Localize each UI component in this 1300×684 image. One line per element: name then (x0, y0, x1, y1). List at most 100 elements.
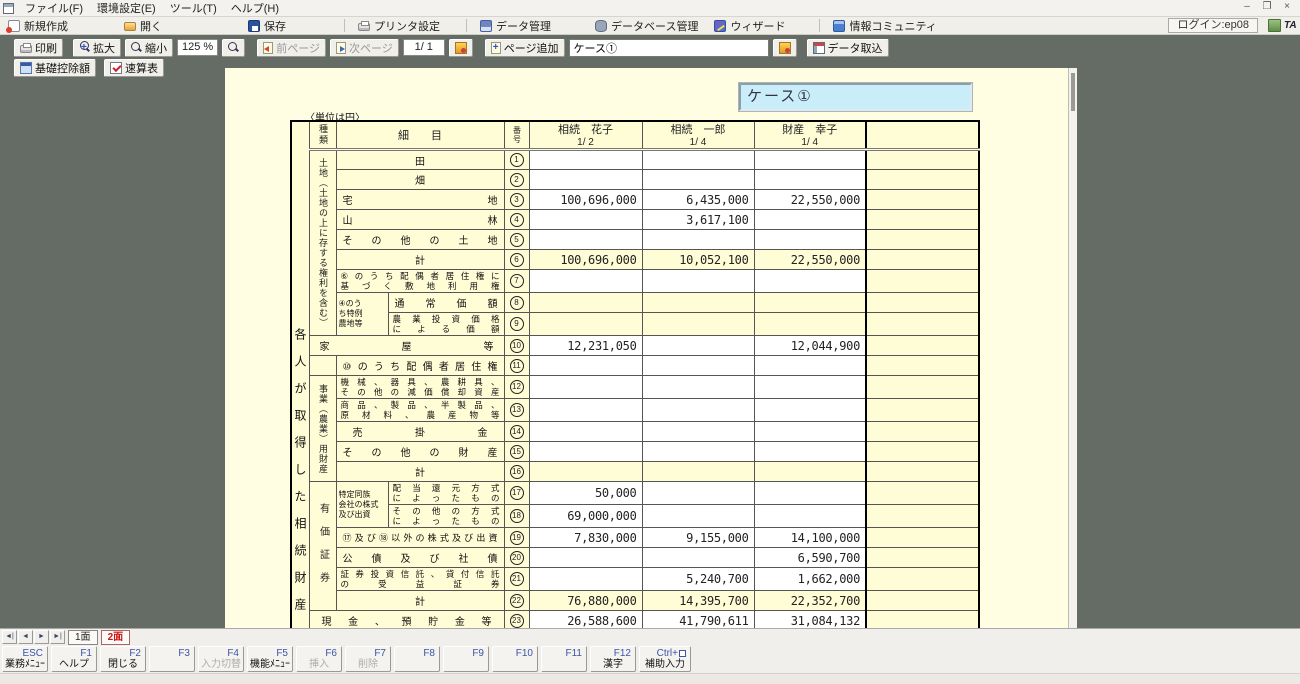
prev-sheet-button[interactable]: ◄ (18, 630, 33, 644)
cell-value[interactable]: 7,830,000 (528, 527, 643, 549)
cell-value[interactable] (753, 398, 867, 423)
wizard-button[interactable]: ウィザード (706, 18, 793, 34)
cell-value[interactable] (641, 229, 755, 250)
menu-tools[interactable]: ツール(T) (169, 3, 217, 15)
fkey-ctrl-assist[interactable]: Ctrl+ 補助入力 (639, 646, 691, 672)
info-community-button[interactable]: 情報コミュニティ (825, 18, 944, 34)
menu-settings[interactable]: 環境設定(E) (97, 3, 156, 15)
cell-value[interactable]: 1,662,000 (753, 567, 867, 592)
cell-value[interactable] (641, 149, 755, 170)
fkey-f9[interactable]: F9 (443, 646, 489, 672)
page-list-button[interactable] (448, 38, 473, 57)
cell-value[interactable]: 41,790,611 (641, 610, 755, 628)
cell-value[interactable] (641, 398, 755, 423)
cell-value[interactable] (528, 567, 643, 592)
open-button[interactable]: 開く (116, 18, 170, 34)
fkey-f12[interactable]: F12 漢字 (590, 646, 636, 672)
tab-page-2[interactable]: 2面 (100, 629, 131, 645)
data-import-button[interactable]: データ取込 (806, 38, 889, 57)
cell-value[interactable] (641, 335, 755, 357)
database-management-button[interactable]: データベース管理 (587, 18, 706, 34)
fkey-f3[interactable]: F3 (149, 646, 195, 672)
cell-value[interactable] (753, 229, 867, 250)
cell-value[interactable] (753, 481, 867, 506)
save-button[interactable]: 保存 (240, 18, 294, 34)
add-page-button[interactable]: ページ追加 (484, 38, 565, 57)
cell-value[interactable] (528, 149, 643, 170)
case-select-button[interactable] (772, 38, 797, 57)
cell-value[interactable] (641, 169, 755, 190)
cell-value[interactable] (528, 169, 643, 190)
menu-file[interactable]: ファイル(F) (25, 3, 84, 15)
next-sheet-button[interactable]: ► (34, 630, 49, 644)
printer-setup-button[interactable]: プリンタ設定 (350, 18, 448, 34)
minimize-button[interactable]: – (1244, 1, 1250, 12)
page-scrollbar[interactable] (1068, 68, 1077, 628)
cell-value[interactable] (753, 375, 867, 400)
fkey-f2[interactable]: F2 閉じる (100, 646, 146, 672)
new-document-button[interactable]: 新規作成 (0, 18, 76, 34)
fkey-f10[interactable]: F10 (492, 646, 538, 672)
cell-value[interactable] (641, 481, 755, 506)
cell-value[interactable] (641, 547, 755, 569)
cell-value[interactable] (641, 355, 755, 377)
cell-value[interactable] (753, 268, 867, 294)
cell-value[interactable]: 12,044,900 (753, 335, 867, 357)
scrollbar-thumb[interactable] (1071, 73, 1075, 111)
quick-calc-button[interactable]: 速算表 (104, 58, 164, 77)
cell-value[interactable] (753, 421, 867, 443)
menu-help[interactable]: ヘルプ(H) (230, 3, 280, 15)
cell-value[interactable] (528, 229, 643, 250)
cell-value[interactable]: 3,617,100 (641, 209, 755, 230)
fkey-f1[interactable]: F1 ヘルプ (51, 646, 97, 672)
cell-value[interactable]: 6,435,000 (641, 189, 755, 210)
cell-value[interactable] (753, 149, 867, 170)
first-sheet-button[interactable]: ◄| (2, 630, 17, 644)
cell-value[interactable]: 50,000 (528, 481, 643, 506)
cell-value[interactable] (528, 441, 643, 463)
close-button[interactable]: × (1284, 1, 1290, 12)
cell-value[interactable] (641, 421, 755, 443)
fkey-f11[interactable]: F11 (541, 646, 587, 672)
cell-value[interactable] (528, 355, 643, 377)
cell-value[interactable]: 5,240,700 (641, 567, 755, 592)
case-title-box[interactable]: ケース① (738, 82, 973, 112)
cell-value[interactable] (528, 268, 643, 294)
zoom-select-button[interactable] (222, 38, 246, 57)
fkey-f8[interactable]: F8 (394, 646, 440, 672)
cell-value[interactable] (528, 209, 643, 230)
cell-value[interactable]: 9,155,000 (641, 527, 755, 549)
basic-deduction-button[interactable]: 基礎控除額 (14, 58, 96, 77)
cell-value[interactable]: 100,696,000 (528, 189, 643, 210)
print-button[interactable]: 印刷 (14, 38, 63, 57)
cell-value[interactable]: 14,100,000 (753, 527, 867, 549)
case-name-input[interactable] (568, 38, 769, 57)
cell-value[interactable]: 69,000,000 (528, 504, 643, 529)
cell-value[interactable] (528, 547, 643, 569)
cell-value[interactable] (641, 441, 755, 463)
cell-value[interactable] (641, 268, 755, 294)
last-sheet-button[interactable]: ►| (50, 630, 65, 644)
zoom-out-button[interactable]: 縮小 (125, 38, 173, 57)
cell-value[interactable]: 12,231,050 (528, 335, 643, 357)
zoom-in-button[interactable]: 拡大 (73, 38, 121, 57)
cell-value[interactable]: 22,550,000 (753, 189, 867, 210)
cell-value[interactable] (641, 375, 755, 400)
tab-page-1[interactable]: 1面 (68, 629, 98, 645)
cell-value[interactable] (528, 375, 643, 400)
cell-value[interactable] (528, 398, 643, 423)
restore-button[interactable]: ❐ (1262, 1, 1272, 12)
cell-value[interactable]: 31,084,132 (753, 610, 867, 628)
cell-value[interactable] (528, 421, 643, 443)
fkey-f5[interactable]: F5 機能ﾒﾆｭｰ (247, 646, 293, 672)
cell-value[interactable] (641, 504, 755, 529)
cell-value[interactable]: 26,588,600 (528, 610, 643, 628)
fkey-esc[interactable]: ESC 業務ﾒﾆｭｰ (2, 646, 48, 672)
cell-value[interactable] (753, 169, 867, 190)
cell-value[interactable] (753, 209, 867, 230)
cell-value[interactable] (753, 441, 867, 463)
cell-value[interactable] (753, 355, 867, 377)
cell-value[interactable] (753, 504, 867, 529)
cell-value[interactable]: 6,590,700 (753, 547, 867, 569)
data-management-button[interactable]: データ管理 (472, 18, 559, 34)
